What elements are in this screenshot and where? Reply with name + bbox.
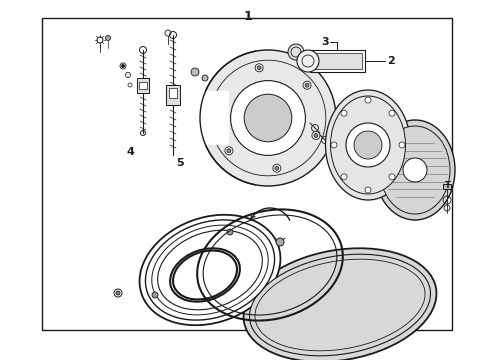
Ellipse shape xyxy=(255,259,425,351)
Circle shape xyxy=(331,142,337,148)
Ellipse shape xyxy=(375,120,455,220)
Ellipse shape xyxy=(146,220,274,320)
Circle shape xyxy=(341,174,347,180)
Circle shape xyxy=(365,97,371,103)
Circle shape xyxy=(389,174,395,180)
Ellipse shape xyxy=(330,96,406,194)
Circle shape xyxy=(152,292,158,298)
Text: 2: 2 xyxy=(387,56,395,66)
Circle shape xyxy=(202,75,208,81)
Circle shape xyxy=(227,149,231,153)
Circle shape xyxy=(389,110,395,116)
Circle shape xyxy=(218,99,222,103)
Ellipse shape xyxy=(140,215,280,325)
Circle shape xyxy=(191,68,199,76)
Bar xyxy=(443,184,451,189)
Text: 4: 4 xyxy=(126,147,134,157)
Bar xyxy=(169,88,177,98)
Circle shape xyxy=(403,158,427,182)
Circle shape xyxy=(288,44,304,60)
Bar xyxy=(137,78,149,93)
Circle shape xyxy=(105,36,111,41)
Circle shape xyxy=(257,66,261,70)
Circle shape xyxy=(312,131,320,139)
Ellipse shape xyxy=(249,254,431,356)
Circle shape xyxy=(365,187,371,193)
Bar xyxy=(166,85,180,105)
Circle shape xyxy=(273,164,281,172)
Circle shape xyxy=(314,134,318,138)
Circle shape xyxy=(227,229,233,235)
Circle shape xyxy=(341,110,347,116)
Ellipse shape xyxy=(152,225,268,315)
Ellipse shape xyxy=(325,90,411,200)
Circle shape xyxy=(276,238,284,246)
Bar xyxy=(139,82,147,89)
Ellipse shape xyxy=(380,126,450,214)
Circle shape xyxy=(122,64,124,68)
Ellipse shape xyxy=(244,248,437,360)
Circle shape xyxy=(116,291,120,295)
Circle shape xyxy=(346,123,390,167)
Circle shape xyxy=(231,81,305,156)
Text: T: T xyxy=(445,180,451,189)
Circle shape xyxy=(200,50,336,186)
Circle shape xyxy=(255,64,263,72)
Bar xyxy=(42,18,452,330)
Bar xyxy=(198,91,229,145)
Circle shape xyxy=(303,81,311,89)
Circle shape xyxy=(225,147,233,155)
Polygon shape xyxy=(200,50,336,186)
Bar xyxy=(313,53,362,69)
Circle shape xyxy=(216,96,224,104)
Text: 3: 3 xyxy=(321,37,329,47)
Bar xyxy=(310,50,365,72)
Text: 1: 1 xyxy=(244,10,252,23)
Circle shape xyxy=(305,83,309,87)
Circle shape xyxy=(275,166,279,170)
Text: 5: 5 xyxy=(176,158,184,168)
Circle shape xyxy=(297,50,319,72)
Circle shape xyxy=(399,142,405,148)
Circle shape xyxy=(354,131,382,159)
Circle shape xyxy=(244,94,292,142)
Ellipse shape xyxy=(158,230,262,310)
Circle shape xyxy=(347,107,353,113)
